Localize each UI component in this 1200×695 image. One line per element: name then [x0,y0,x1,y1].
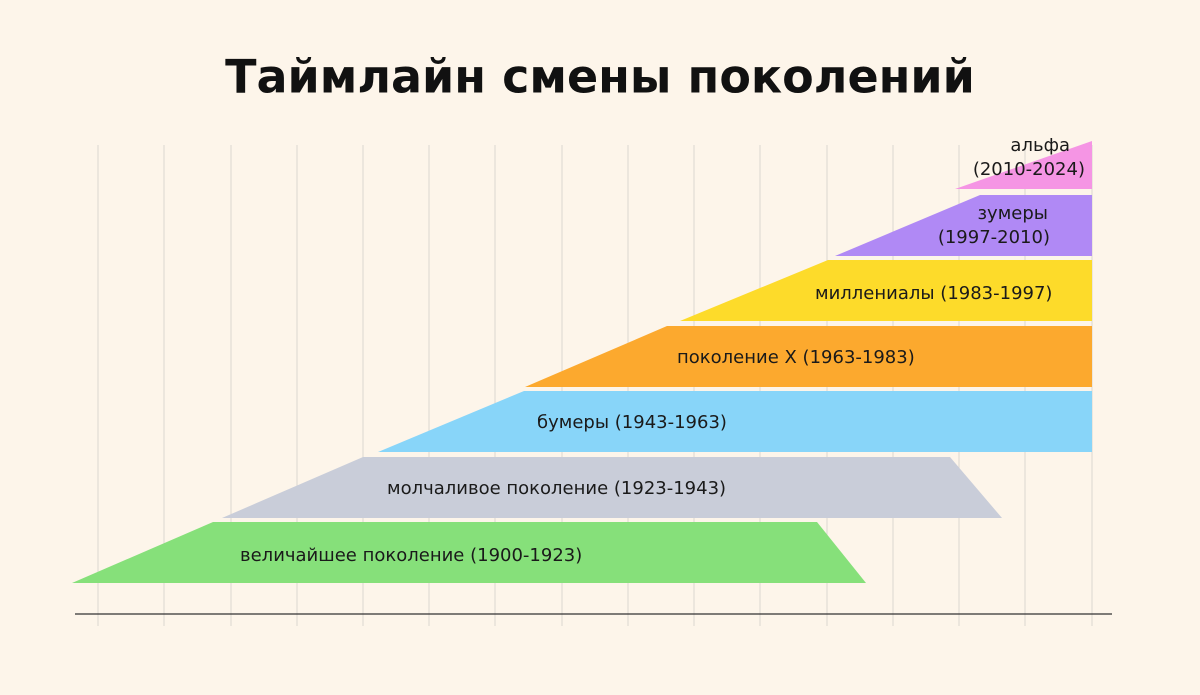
band-label: величайшее поколение (1900-1923) [240,545,582,566]
band-label: бумеры (1943-1963) [537,412,727,433]
band-zoomers [835,195,1092,256]
band-label: (2010-2024) [973,159,1085,180]
band-label: альфа [1010,135,1070,156]
band-label: миллениалы (1983-1997) [815,283,1052,304]
band-label: (1997-2010) [938,227,1050,248]
band-millennials [680,260,1092,321]
band-greatest [72,522,866,583]
band-label: поколение X (1963-1983) [677,347,915,368]
band-alpha [955,141,1092,189]
band-label: молчаливое поколение (1923-1943) [387,478,726,499]
band-gen-x [525,326,1092,387]
title: Таймлайн смены поколений [225,50,975,104]
band-silent [222,457,1002,518]
band-label: зумеры [977,203,1048,224]
band-boomers [378,391,1092,452]
